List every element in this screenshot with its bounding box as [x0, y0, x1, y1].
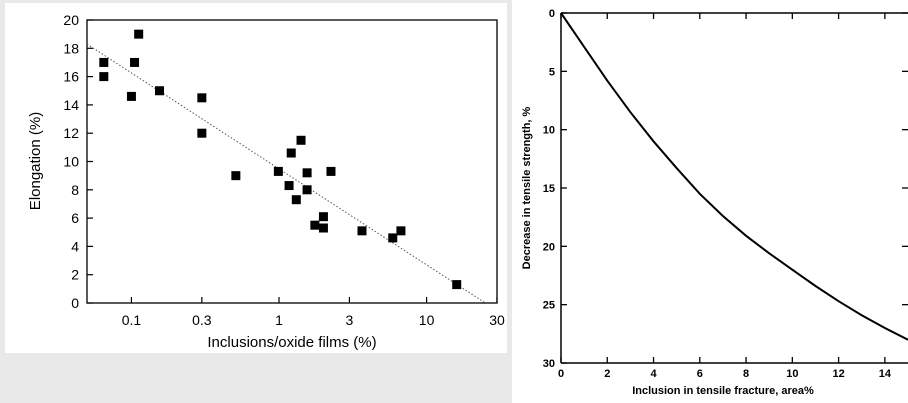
elongation-vs-inclusions-chart: 0 2 4 6 8 10 12 14 16 18 20 0.1 0.3 1 3 10 30 Inclusion…	[27, 12, 505, 351]
y-tick-label: 2	[71, 267, 79, 283]
data-point	[296, 135, 306, 145]
data-point	[231, 171, 241, 181]
series-line	[560, 12, 908, 341]
data-point	[388, 233, 398, 243]
data-point	[452, 280, 462, 290]
x-tick-label: 10	[419, 312, 435, 328]
data-point	[396, 226, 406, 236]
data-point	[134, 29, 144, 39]
x-tick-label: 2	[604, 368, 610, 380]
y-tick-label: 10	[63, 154, 79, 170]
y-tick-label: 4	[71, 238, 79, 254]
y-tick-label: 20	[63, 12, 79, 28]
data-point	[302, 185, 312, 195]
y-tick-label: 16	[63, 69, 79, 85]
y-axis-label: Decrease in tensile strength, %	[521, 106, 533, 269]
y-tick-label: 12	[63, 125, 79, 141]
data-point	[357, 226, 367, 236]
data-point	[197, 128, 207, 138]
y-tick-label: 5	[549, 66, 555, 78]
data-point	[155, 86, 165, 96]
x-axis-label: Inclusions/oxide films (%)	[207, 334, 376, 351]
y-tick-label: 10	[543, 125, 555, 137]
x-tick-label: 10	[786, 368, 798, 380]
data-point	[318, 223, 328, 233]
y-tick-label: 18	[63, 40, 79, 56]
x-tick-label: 8	[743, 368, 749, 380]
x-tick-label: 12	[832, 368, 844, 380]
data-point	[326, 166, 336, 176]
data-point	[273, 166, 283, 176]
x-tick-label: 3	[346, 312, 354, 328]
x-tick-label: 6	[697, 368, 703, 380]
x-tick-label: 0.1	[122, 312, 142, 328]
y-tick-label: 0	[71, 295, 79, 311]
left-panel-background	[5, 3, 507, 353]
data-point	[302, 168, 312, 178]
trend-line	[86, 43, 486, 304]
y-axis-ticks: 0 5 10 15 20 25 30	[543, 8, 908, 370]
data-point	[284, 181, 294, 191]
x-tick-label: 1	[275, 312, 283, 328]
y-axis-ticks: 0 2 4 6 8 10 12 14 16 18 20	[63, 12, 93, 311]
y-tick-label: 15	[543, 183, 555, 195]
data-point	[286, 148, 296, 158]
y-tick-label: 0	[549, 8, 555, 20]
x-tick-label: 4	[650, 368, 657, 380]
data-point	[291, 195, 301, 205]
data-point	[318, 212, 328, 222]
y-tick-label: 30	[543, 358, 555, 370]
x-tick-label: 0.3	[192, 312, 212, 328]
y-tick-label: 25	[543, 300, 555, 312]
x-axis-ticks: 0.1 0.3 1 3 10 30	[122, 297, 505, 328]
data-point	[197, 93, 207, 103]
data-point	[99, 72, 109, 82]
y-axis-label: Elongation (%)	[27, 112, 44, 210]
data-point	[99, 57, 109, 67]
y-tick-label: 8	[71, 182, 79, 198]
x-axis-ticks: 0 2 4 6 8 10 12 14	[558, 13, 892, 380]
right-panel-background	[512, 0, 908, 403]
data-point	[126, 91, 136, 101]
data-point	[310, 220, 320, 230]
x-tick-label: 0	[558, 368, 564, 380]
y-tick-label: 6	[71, 210, 79, 226]
y-tick-label: 14	[63, 97, 79, 113]
y-tick-label: 20	[543, 241, 555, 253]
data-points	[99, 29, 462, 290]
x-axis-label: Inclusion in tensile fracture, area%	[632, 385, 814, 397]
x-tick-label: 30	[489, 312, 505, 328]
data-point	[130, 57, 140, 67]
tensile-strength-decrease-chart: 0 5 10 15 20 25 30 0 2 4 6 8 10 12 14 Inclusion in te…	[521, 8, 908, 397]
x-tick-label: 14	[879, 368, 892, 380]
